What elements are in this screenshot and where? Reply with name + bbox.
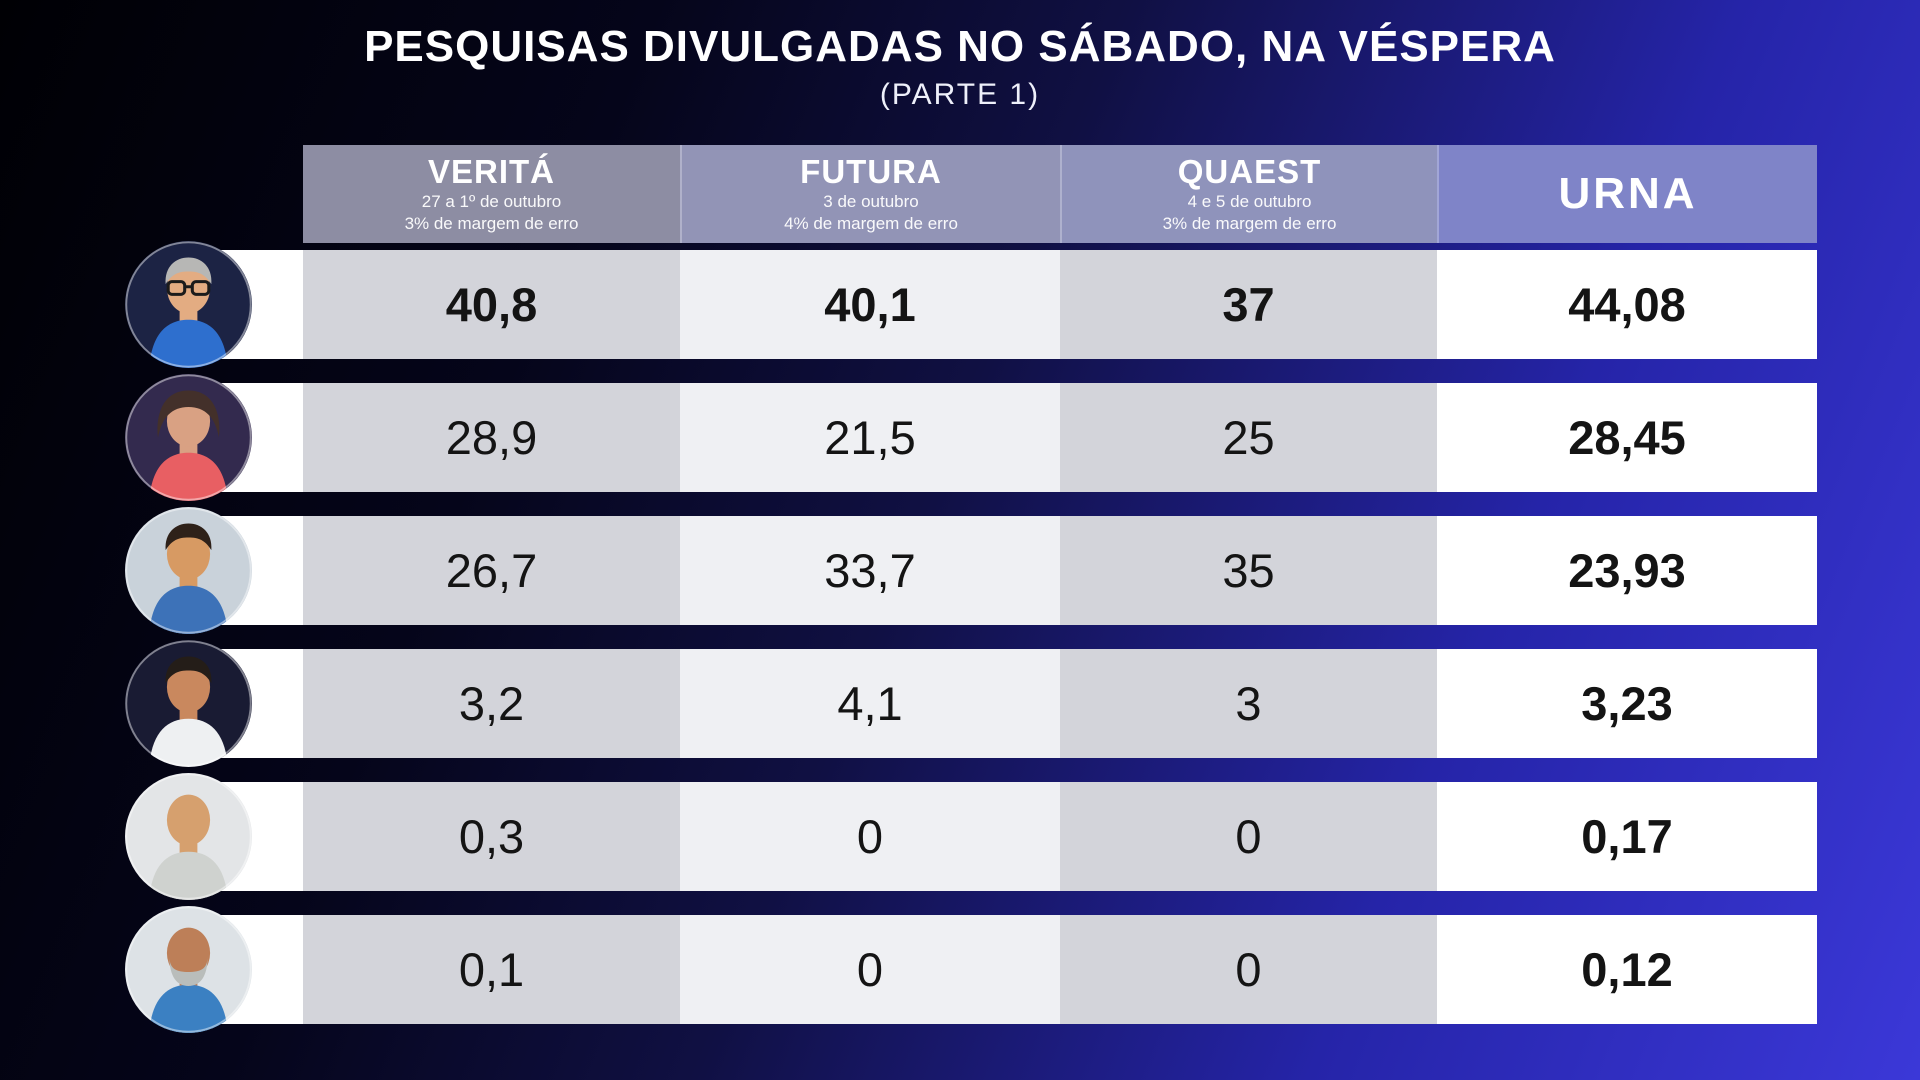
value-cell-futura: 0 bbox=[680, 915, 1060, 1024]
value-cell-urna: 0,12 bbox=[1437, 915, 1817, 1024]
header-label-futura: FUTURA bbox=[800, 152, 942, 190]
table-row: 28,9 21,5 25 28,45 bbox=[125, 374, 1817, 501]
table-row: 0,1 0 0 0,12 bbox=[125, 906, 1817, 1033]
value-cell-futura: 0 bbox=[680, 782, 1060, 891]
table-row: 26,7 33,7 35 23,93 bbox=[125, 507, 1817, 634]
value-cell-verita: 28,9 bbox=[303, 383, 680, 492]
value-cell-urna: 44,08 bbox=[1437, 250, 1817, 359]
value-cell-urna: 3,23 bbox=[1437, 649, 1817, 758]
value-cell-futura: 33,7 bbox=[680, 516, 1060, 625]
header-margin-verita: 3% de margem de erro bbox=[404, 214, 579, 234]
value-cell-quaest: 3 bbox=[1060, 649, 1437, 758]
value-cell-verita: 0,1 bbox=[303, 915, 680, 1024]
header-dates-verita: 27 a 1º de outubro bbox=[421, 191, 562, 211]
value-cell-verita: 26,7 bbox=[303, 516, 680, 625]
table-header: VERITÁ 27 a 1º de outubro 3% de margem d… bbox=[303, 145, 1817, 243]
header-dates-quaest: 4 e 5 de outubro bbox=[1187, 191, 1312, 211]
value-cell-verita: 40,8 bbox=[303, 250, 680, 359]
value-cell-futura: 40,1 bbox=[680, 250, 1060, 359]
page-title: PESQUISAS DIVULGADAS NO SÁBADO, NA VÉSPE… bbox=[364, 22, 1556, 71]
candidate-avatar-icon bbox=[125, 374, 252, 501]
candidate-avatar-icon bbox=[125, 773, 252, 900]
value-cell-quaest: 0 bbox=[1060, 915, 1437, 1024]
header-cell-urna: URNA bbox=[1437, 145, 1817, 243]
header-label-urna: URNA bbox=[1558, 168, 1698, 218]
header-cell-quaest: QUAEST 4 e 5 de outubro 3% de margem de … bbox=[1060, 145, 1437, 243]
value-cell-quaest: 37 bbox=[1060, 250, 1437, 359]
value-cell-urna: 23,93 bbox=[1437, 516, 1817, 625]
candidate-avatar-icon bbox=[125, 640, 252, 767]
value-cell-urna: 0,17 bbox=[1437, 782, 1817, 891]
header-label-quaest: QUAEST bbox=[1177, 152, 1322, 190]
value-cell-verita: 3,2 bbox=[303, 649, 680, 758]
header-cell-futura: FUTURA 3 de outubro 4% de margem de erro bbox=[680, 145, 1060, 243]
value-cell-verita: 0,3 bbox=[303, 782, 680, 891]
header-margin-futura: 4% de margem de erro bbox=[784, 214, 958, 234]
header-dates-futura: 3 de outubro bbox=[823, 191, 919, 211]
value-cell-urna: 28,45 bbox=[1437, 383, 1817, 492]
candidate-avatar-icon bbox=[125, 906, 252, 1033]
value-cell-quaest: 0 bbox=[1060, 782, 1437, 891]
header-cell-verita: VERITÁ 27 a 1º de outubro 3% de margem d… bbox=[303, 145, 680, 243]
value-cell-quaest: 25 bbox=[1060, 383, 1437, 492]
value-cell-futura: 21,5 bbox=[680, 383, 1060, 492]
candidate-avatar-icon bbox=[125, 507, 252, 634]
value-cell-quaest: 35 bbox=[1060, 516, 1437, 625]
table-row: 40,8 40,1 37 44,08 bbox=[125, 241, 1817, 368]
value-cell-futura: 4,1 bbox=[680, 649, 1060, 758]
page-subtitle: (PARTE 1) bbox=[879, 78, 1041, 111]
table-row: 0,3 0 0 0,17 bbox=[125, 773, 1817, 900]
header-label-verita: VERITÁ bbox=[427, 152, 555, 190]
candidate-avatar-icon bbox=[125, 241, 252, 368]
table-row: 3,2 4,1 3 3,23 bbox=[125, 640, 1817, 767]
header-margin-quaest: 3% de margem de erro bbox=[1162, 214, 1337, 234]
